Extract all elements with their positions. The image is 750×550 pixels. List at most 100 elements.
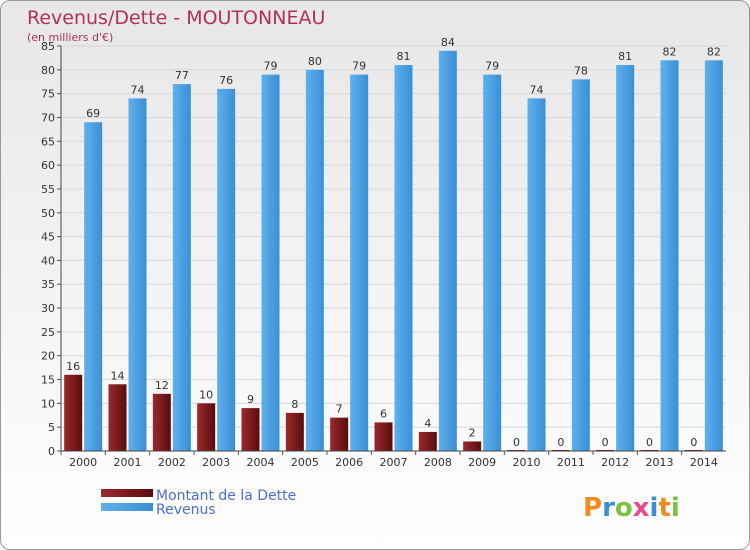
label-revenus-2013: 82 bbox=[663, 45, 677, 58]
y-tick-label: 0 bbox=[48, 445, 55, 458]
label-dette-2001: 14 bbox=[111, 369, 125, 382]
label-revenus-2011: 78 bbox=[574, 64, 588, 77]
label-dette-2003: 10 bbox=[199, 388, 213, 401]
bar-revenus-2003 bbox=[217, 88, 236, 451]
bar-revenus-2001 bbox=[128, 98, 147, 451]
label-dette-2007: 6 bbox=[380, 407, 387, 420]
label-revenus-2003: 76 bbox=[219, 74, 233, 87]
x-tick-label-2010: 2010 bbox=[513, 456, 541, 469]
y-tick-label: 15 bbox=[41, 374, 55, 387]
y-tick-label: 30 bbox=[41, 302, 55, 315]
y-tick-label: 70 bbox=[41, 111, 55, 124]
y-tick-label: 25 bbox=[41, 326, 55, 339]
label-dette-2006: 7 bbox=[336, 403, 343, 416]
y-tick-label: 80 bbox=[41, 64, 55, 77]
y-tick-label: 50 bbox=[41, 207, 55, 220]
y-tick-label: 60 bbox=[41, 159, 55, 172]
label-dette-2000: 16 bbox=[66, 360, 80, 373]
label-dette-2014: 0 bbox=[690, 436, 697, 449]
y-tick-label: 40 bbox=[41, 254, 55, 267]
y-tick-label: 20 bbox=[41, 350, 55, 363]
logo-text: Proxiti bbox=[583, 493, 680, 523]
bar-dette-2007 bbox=[374, 422, 393, 451]
bar-revenus-2004 bbox=[261, 74, 280, 452]
y-tick-label: 10 bbox=[41, 397, 55, 410]
label-dette-2012: 0 bbox=[602, 436, 609, 449]
label-revenus-2005: 80 bbox=[308, 55, 322, 68]
x-tick-label-2013: 2013 bbox=[646, 456, 674, 469]
label-revenus-2000: 69 bbox=[86, 107, 100, 120]
bar-dette-2008 bbox=[418, 431, 437, 451]
label-revenus-2008: 84 bbox=[441, 36, 455, 49]
legend-label-dette: Montant de la Dette bbox=[156, 488, 296, 504]
bar-dette-2002 bbox=[152, 393, 171, 451]
y-tick-label: 35 bbox=[41, 278, 55, 291]
bar-revenus-2000 bbox=[84, 122, 103, 451]
y-tick-label: 85 bbox=[41, 40, 55, 53]
bar-dette-2001 bbox=[108, 384, 127, 451]
x-tick-label-2005: 2005 bbox=[291, 456, 319, 469]
bar-revenus-2010 bbox=[527, 98, 546, 451]
bars-group bbox=[64, 50, 723, 452]
label-revenus-2006: 79 bbox=[352, 60, 366, 73]
bar-dette-2009 bbox=[463, 441, 482, 451]
label-dette-2004: 9 bbox=[247, 393, 254, 406]
bar-revenus-2009 bbox=[483, 74, 502, 452]
bar-revenus-2013 bbox=[660, 60, 679, 451]
x-tick-label-2014: 2014 bbox=[690, 456, 718, 469]
chart-title: Revenus/Dette - MOUTONNEAU bbox=[27, 7, 325, 29]
x-tick-label-2006: 2006 bbox=[335, 456, 363, 469]
bar-revenus-2002 bbox=[172, 84, 191, 451]
x-tick-label-2011: 2011 bbox=[557, 456, 585, 469]
x-tick-label-2009: 2009 bbox=[468, 456, 496, 469]
bar-dette-2006 bbox=[330, 417, 349, 451]
label-revenus-2009: 79 bbox=[485, 60, 499, 73]
legend-label-revenus: Revenus bbox=[156, 502, 216, 518]
bar-revenus-2014 bbox=[704, 60, 723, 451]
bar-revenus-2012 bbox=[616, 65, 635, 451]
x-tick-label-2000: 2000 bbox=[69, 456, 97, 469]
legend-swatch-dette bbox=[101, 489, 153, 497]
x-tick-label-2001: 2001 bbox=[114, 456, 142, 469]
label-revenus-2014: 82 bbox=[707, 45, 721, 58]
grid-lines bbox=[61, 45, 726, 428]
label-revenus-2004: 79 bbox=[264, 60, 278, 73]
label-revenus-2007: 81 bbox=[397, 50, 411, 63]
label-dette-2009: 2 bbox=[469, 426, 476, 439]
label-dette-2008: 4 bbox=[424, 417, 431, 430]
label-revenus-2002: 77 bbox=[175, 69, 189, 82]
chart-subtitle: (en milliers d'€) bbox=[27, 31, 113, 44]
bar-revenus-2005 bbox=[305, 69, 324, 451]
label-dette-2011: 0 bbox=[557, 436, 564, 449]
bar-revenus-2006 bbox=[350, 74, 369, 452]
y-tick-label: 45 bbox=[41, 231, 55, 244]
label-revenus-2010: 74 bbox=[530, 83, 544, 96]
x-tick-label-2004: 2004 bbox=[247, 456, 275, 469]
proxiti-logo: Proxiti bbox=[583, 493, 680, 523]
label-dette-2013: 0 bbox=[646, 436, 653, 449]
x-tick-label-2002: 2002 bbox=[158, 456, 186, 469]
x-tick-label-2008: 2008 bbox=[424, 456, 452, 469]
label-dette-2010: 0 bbox=[513, 436, 520, 449]
bar-dette-2003 bbox=[197, 403, 216, 451]
label-dette-2005: 8 bbox=[291, 398, 298, 411]
x-tick-label-2012: 2012 bbox=[601, 456, 629, 469]
label-revenus-2012: 81 bbox=[618, 50, 632, 63]
bar-dette-2004 bbox=[241, 408, 260, 451]
y-tick-label: 5 bbox=[48, 421, 55, 434]
y-tick-label: 55 bbox=[41, 183, 55, 196]
bar-revenus-2011 bbox=[571, 79, 590, 452]
bar-revenus-2007 bbox=[394, 65, 413, 451]
bar-dette-2005 bbox=[285, 412, 304, 451]
x-tick-label-2003: 2003 bbox=[202, 456, 230, 469]
bar-dette-2000 bbox=[64, 374, 83, 451]
y-tick-label: 65 bbox=[41, 135, 55, 148]
label-revenus-2001: 74 bbox=[131, 83, 145, 96]
bar-revenus-2008 bbox=[438, 50, 457, 451]
label-dette-2002: 12 bbox=[155, 379, 169, 392]
x-tick-label-2007: 2007 bbox=[380, 456, 408, 469]
